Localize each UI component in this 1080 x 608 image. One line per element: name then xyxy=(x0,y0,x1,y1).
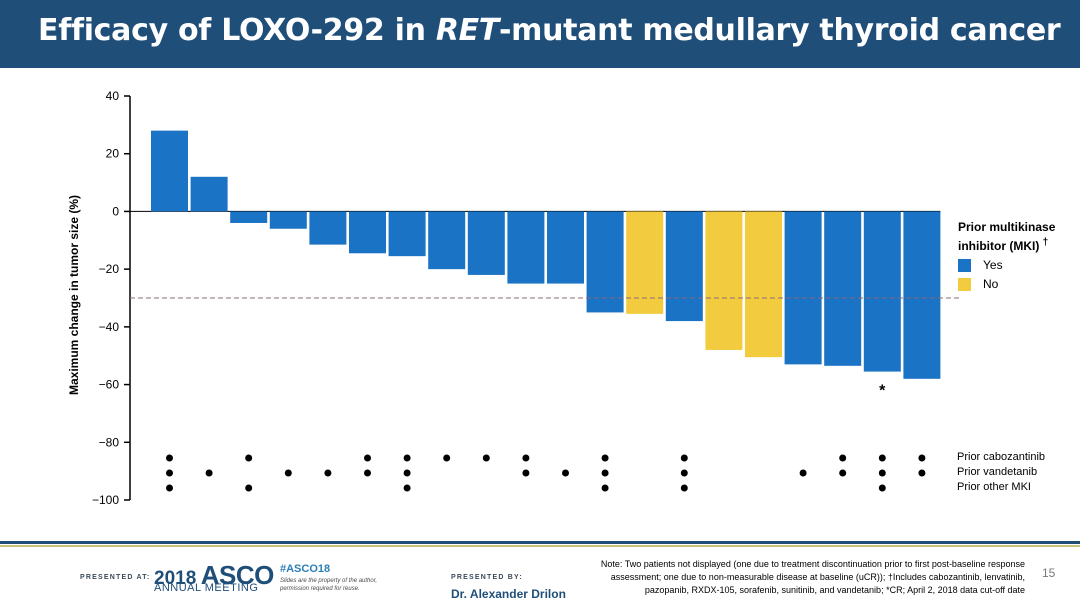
prior-therapy-dot xyxy=(166,454,173,462)
bar xyxy=(903,211,941,379)
dot-row-labels: Prior cabozantinib Prior vandetanib Prio… xyxy=(957,450,1045,495)
prior-therapy-dot xyxy=(403,484,411,492)
legend-swatch-yes xyxy=(958,258,971,272)
row-label-vandetanib: Prior vandetanib xyxy=(957,466,1038,478)
legend-dagger: † xyxy=(1042,237,1049,248)
bar xyxy=(705,211,743,350)
legend-swatch-no xyxy=(958,277,971,291)
y-tick-label: −100 xyxy=(92,493,119,507)
prior-therapy-dot xyxy=(680,484,688,492)
legend: Prior multikinase inhibitor (MKI) † Yes … xyxy=(958,219,1068,292)
prior-therapy-dot xyxy=(403,469,411,477)
legend-item-yes: Yes xyxy=(958,257,1068,273)
asco-year: 2018 xyxy=(154,568,197,589)
legend-title: Prior multikinase inhibitor (MKI) † xyxy=(958,219,1068,254)
legend-label-no: No xyxy=(983,277,999,291)
bar xyxy=(784,211,822,365)
prior-therapy-dot xyxy=(918,454,926,462)
legend-label-yes: Yes xyxy=(983,258,1003,272)
prior-therapy-dot xyxy=(522,454,530,462)
bar xyxy=(507,211,545,284)
bar xyxy=(190,176,228,212)
legend-item-no: No xyxy=(958,276,1068,292)
prior-therapy-dot xyxy=(324,469,332,477)
prior-therapy-dot xyxy=(878,484,886,492)
prior-therapy-dot xyxy=(878,454,886,462)
page-number: 15 xyxy=(1042,566,1056,580)
footnote: Note: Two patients not displayed (one du… xyxy=(600,559,1025,595)
title-text-italic: RET xyxy=(435,13,499,48)
prior-therapy-dot xyxy=(680,469,688,477)
presented-at-label: PRESENTED AT: xyxy=(80,574,151,581)
y-tick-label: −20 xyxy=(99,262,120,276)
legend-title-text: Prior multikinase inhibitor (MKI) xyxy=(958,220,1056,253)
prior-therapy-dot xyxy=(205,469,213,477)
prior-therapy-dot xyxy=(166,469,173,477)
asterisk-label: * xyxy=(879,383,886,400)
bar xyxy=(269,211,307,229)
prior-therapy-dot xyxy=(166,484,173,492)
bar xyxy=(824,211,862,366)
slide-title: Efficacy of LOXO-292 in RET-mutant medul… xyxy=(38,13,1061,48)
bar xyxy=(665,211,703,322)
prior-therapy-dot xyxy=(245,484,253,492)
prior-therapy-dot xyxy=(245,454,253,462)
presented-by-label: PRESENTED BY: xyxy=(451,574,523,581)
row-label-other-mki: Prior other MKI xyxy=(957,481,1031,493)
bar xyxy=(745,211,782,358)
y-tick-label: 20 xyxy=(106,147,120,161)
bar xyxy=(151,130,188,212)
y-tick-label: 0 xyxy=(112,204,119,218)
y-tick-label: 40 xyxy=(106,89,120,103)
footer-accent-line xyxy=(0,545,1080,547)
prior-therapy-dot xyxy=(284,469,292,477)
asco-word: ASCO xyxy=(200,560,275,590)
bar xyxy=(863,211,901,372)
asco-meeting: ANNUAL MEETING xyxy=(154,582,259,594)
prior-therapy-dot xyxy=(364,454,371,462)
prior-therapy-dot xyxy=(443,454,451,462)
disclaimer: Slides are the property of the author, p… xyxy=(280,578,378,592)
y-axis-label: Maximum change in tumor size (%) xyxy=(67,194,81,396)
waterfall-chart: 40 20 0 −20 −40 −60 −80 −100 * xyxy=(92,89,960,507)
hashtag: #ASCO18 xyxy=(280,563,331,575)
row-label-cabozantinib: Prior cabozantinib xyxy=(957,451,1046,463)
prior-therapy-dot xyxy=(522,469,530,477)
bar xyxy=(586,211,624,313)
prior-therapy-dot xyxy=(364,469,371,477)
footer-divider xyxy=(0,541,1080,544)
asco-logo: 2018 ASCO xyxy=(154,560,274,591)
prior-therapy-dot xyxy=(839,469,847,477)
prior-therapy-dot xyxy=(403,454,411,462)
bar xyxy=(428,211,466,270)
prior-therapy-dot xyxy=(562,469,569,477)
bar xyxy=(547,211,584,284)
y-tick-label: −60 xyxy=(99,378,120,392)
title-bar: Efficacy of LOXO-292 in RET-mutant medul… xyxy=(0,0,1080,68)
title-text-1: Efficacy of LOXO-292 in xyxy=(38,13,436,48)
y-tick-label: −80 xyxy=(99,435,120,449)
prior-therapy-dot xyxy=(601,484,609,492)
y-tick-label: −40 xyxy=(99,320,120,334)
prior-therapy-dot xyxy=(680,454,688,462)
bar xyxy=(349,211,386,254)
bar xyxy=(230,211,268,223)
bar xyxy=(626,211,664,314)
prior-therapy-dot xyxy=(482,454,490,462)
bar xyxy=(467,211,505,275)
presenter-name: Dr. Alexander Drilon xyxy=(451,587,566,601)
prior-therapy-dot xyxy=(601,454,609,462)
prior-therapy-dot xyxy=(601,469,609,477)
title-text-2: -mutant medullary thyroid cancer xyxy=(498,13,1061,48)
prior-therapy-dot xyxy=(799,469,807,477)
prior-therapy-dot xyxy=(918,469,926,477)
bar xyxy=(309,211,347,245)
prior-therapy-dot xyxy=(878,469,886,477)
bar xyxy=(388,211,426,257)
prior-therapy-dot xyxy=(839,454,847,462)
